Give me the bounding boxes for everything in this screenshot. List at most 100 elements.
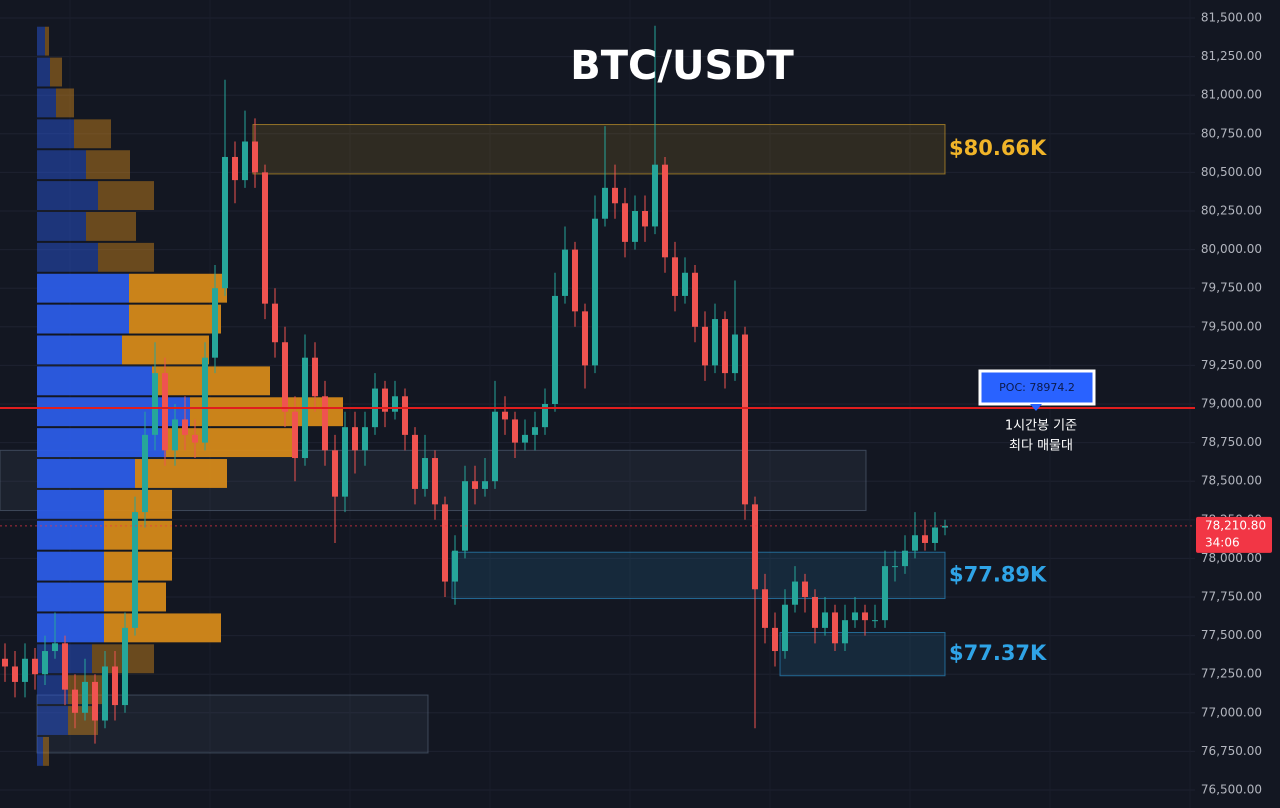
y-tick-label: 80,750.00 <box>1201 126 1262 140</box>
candle-body <box>602 187 608 219</box>
candle-body <box>92 681 98 721</box>
profile-sell <box>86 150 130 180</box>
candle-body <box>832 612 838 644</box>
candle-body <box>102 666 108 721</box>
y-tick-label: 77,750.00 <box>1201 590 1262 604</box>
candle-body <box>612 187 618 204</box>
profile-buy <box>37 119 74 149</box>
candle-body <box>722 319 728 374</box>
candle-body <box>352 427 358 451</box>
overlay: $80.66K $77.89K $77.37K POC: 78974.2 1시간봉 기준… <box>0 136 1272 665</box>
candle-body <box>632 211 638 242</box>
profile-buy <box>37 150 86 180</box>
candle-body <box>892 566 898 568</box>
candle-body <box>282 342 288 412</box>
profile-sell <box>45 26 49 56</box>
candle-body <box>362 427 368 451</box>
poc-note: 최다 매물대 <box>1009 439 1073 454</box>
candle-body <box>572 249 578 312</box>
candle-body <box>522 434 528 443</box>
candle-body <box>932 527 938 543</box>
candle-body <box>512 419 518 443</box>
candle-body <box>142 434 148 513</box>
candle-body <box>202 357 208 443</box>
candle-body <box>152 373 158 435</box>
candle-body <box>582 311 588 366</box>
candle-body <box>592 218 598 366</box>
candle-body <box>222 156 228 289</box>
y-tick-label: 77,000.00 <box>1201 705 1262 719</box>
zone <box>252 124 946 175</box>
candle-body <box>472 481 478 489</box>
candle-body <box>822 612 828 628</box>
candle-body <box>872 620 878 622</box>
candle-body <box>852 612 858 621</box>
candle-body <box>272 303 278 343</box>
candle-body <box>342 427 348 497</box>
y-tick-label: 81,500.00 <box>1201 11 1262 25</box>
candle-body <box>552 295 558 404</box>
profile-sell <box>98 242 154 272</box>
y-tick-label: 76,500.00 <box>1201 783 1262 797</box>
candle-body <box>62 643 68 690</box>
candle-body <box>252 141 258 173</box>
candle-body <box>792 581 798 605</box>
candle-body <box>292 411 298 459</box>
candle-body <box>22 658 28 682</box>
candle-body <box>192 434 198 443</box>
profile-buy <box>37 57 50 87</box>
candle-body <box>412 434 418 489</box>
profile-sell <box>56 88 74 118</box>
candle-body <box>762 589 768 628</box>
candle-body <box>772 627 778 652</box>
candle-body <box>262 172 268 304</box>
candle-body <box>382 388 388 412</box>
y-tick-label: 79,500.00 <box>1201 319 1262 333</box>
candle-body <box>232 156 238 181</box>
candle-body <box>532 427 538 435</box>
current-price-label: 78,210.80 <box>1205 518 1266 532</box>
profile-buy <box>37 242 98 272</box>
y-tick-label: 77,250.00 <box>1201 667 1262 681</box>
candle-body <box>812 597 818 628</box>
candle-body <box>922 535 928 543</box>
y-tick-label: 78,000.00 <box>1201 551 1262 565</box>
y-tick-label: 78,750.00 <box>1201 435 1262 449</box>
y-tick-label: 80,250.00 <box>1201 204 1262 218</box>
profile-buy <box>37 736 43 766</box>
candle-body <box>52 643 58 652</box>
profile-sell <box>104 613 221 643</box>
candle-body <box>12 666 18 682</box>
candle-body <box>132 512 138 628</box>
poc-note: 1시간봉 기준 <box>1005 419 1077 434</box>
candle-body <box>642 211 648 227</box>
profile-sell <box>135 459 227 488</box>
y-tick-label: 79,000.00 <box>1201 397 1262 411</box>
candle-body <box>562 249 568 296</box>
candle-body <box>542 404 548 428</box>
candle-body <box>312 357 318 397</box>
poc-pointer <box>1030 404 1042 411</box>
profile-buy <box>37 304 129 334</box>
candle-body <box>902 550 908 567</box>
profile-buy <box>37 706 68 735</box>
candle-body <box>112 666 118 706</box>
profile-sell <box>190 397 343 427</box>
candle-body <box>162 373 168 451</box>
y-tick-label: 79,250.00 <box>1201 358 1262 372</box>
zone <box>451 551 946 600</box>
profile-sell <box>50 57 62 87</box>
profile-buy <box>37 335 122 365</box>
profile-sell <box>86 212 136 241</box>
candle-body <box>122 627 128 706</box>
y-tick-label: 80,500.00 <box>1201 165 1262 179</box>
zone-label: $77.37K <box>949 641 1047 665</box>
candle-body <box>172 419 178 451</box>
candle-body <box>432 458 438 505</box>
profile-sell <box>43 736 49 766</box>
candle-body <box>942 525 948 528</box>
profile-sell <box>152 366 270 396</box>
candle-body <box>212 288 218 358</box>
